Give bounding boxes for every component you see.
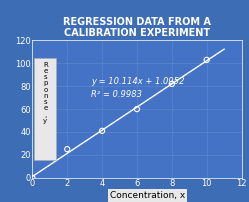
Point xyxy=(65,147,69,151)
Point xyxy=(205,58,209,61)
Point xyxy=(100,129,104,133)
Text: R
e
s
p
o
n
s
e
,
y: R e s p o n s e , y xyxy=(43,62,48,124)
Point xyxy=(170,82,174,85)
Title: REGRESSION DATA FROM A
CALIBRATION EXPERIMENT: REGRESSION DATA FROM A CALIBRATION EXPER… xyxy=(63,17,211,38)
Text: y = 10.114x + 1.0952
R² = 0.9983: y = 10.114x + 1.0952 R² = 0.9983 xyxy=(91,78,185,99)
FancyBboxPatch shape xyxy=(34,58,57,160)
Point xyxy=(135,107,139,111)
Text: Concentration, x: Concentration, x xyxy=(110,191,185,201)
Point xyxy=(30,176,34,179)
